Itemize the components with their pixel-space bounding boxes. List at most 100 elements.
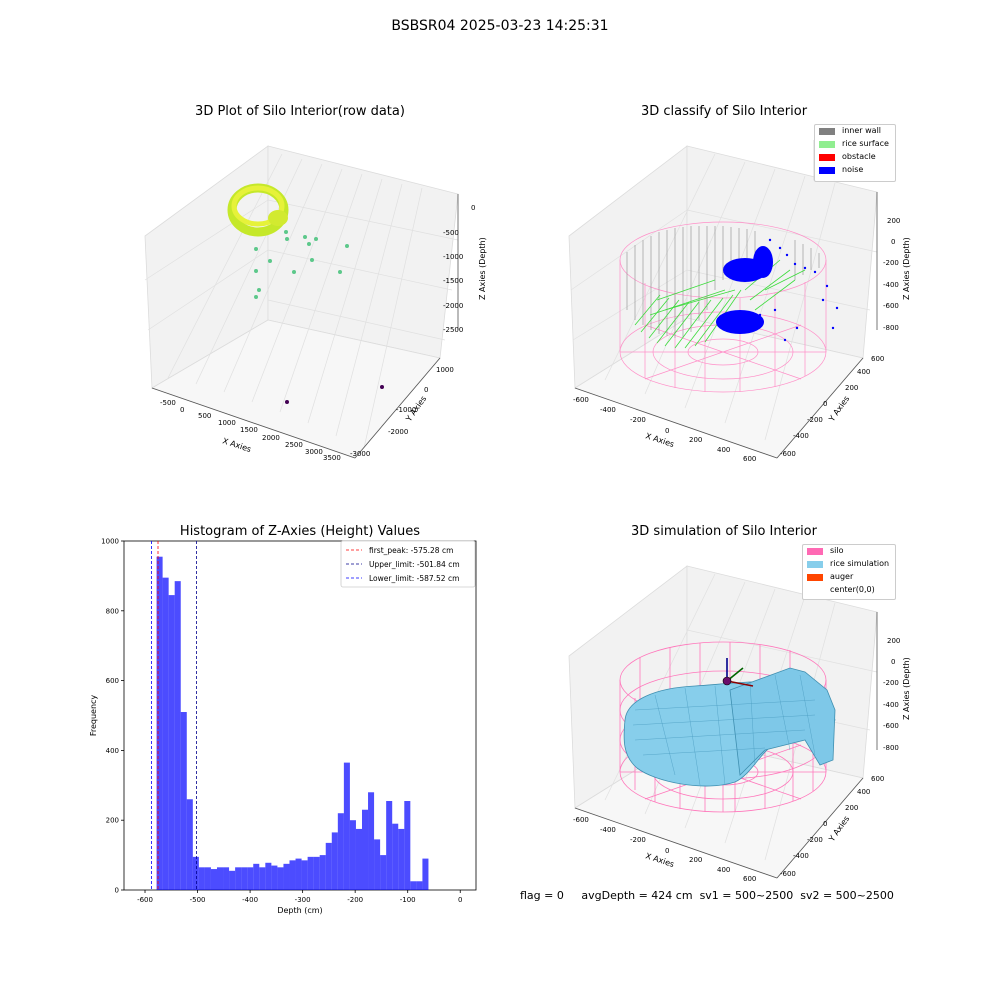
simulation-z-axis-label: Z Axies (Depth) bbox=[902, 657, 911, 720]
simulation-legend-box: silo rice simulation auger center(0,0) bbox=[802, 544, 896, 600]
histogram-bar bbox=[156, 556, 163, 890]
raw-3d-plot: -500 0 500 1000 1500 2000 2500 3000 3500… bbox=[144, 145, 487, 460]
histogram-legend-label: Lower_limit: -587.52 cm bbox=[369, 574, 459, 583]
simulation-y-tick: -400 bbox=[793, 852, 809, 860]
histogram-title: Histogram of Z-Axies (Height) Values bbox=[179, 524, 421, 539]
raw-point-cloud bbox=[227, 183, 384, 404]
histogram-bar bbox=[319, 855, 326, 890]
raw-x-tick: 500 bbox=[198, 412, 211, 420]
simulation-x-tick: -200 bbox=[630, 836, 646, 844]
classify-x-tick: 0 bbox=[665, 427, 669, 435]
histogram-reference-lines bbox=[151, 541, 197, 890]
classify-y-tick: 0 bbox=[823, 400, 827, 408]
histogram-y-tick-label: 600 bbox=[106, 677, 119, 685]
raw-x-tick: 2000 bbox=[262, 434, 280, 442]
histogram-x-tick-label: -600 bbox=[137, 896, 153, 904]
histogram-bar bbox=[301, 860, 308, 890]
histogram-bar bbox=[295, 858, 302, 890]
classify-x-tick: 600 bbox=[743, 455, 756, 463]
raw-x-tick: 0 bbox=[180, 406, 184, 414]
simulation-y-tick: -600 bbox=[780, 870, 796, 878]
histogram-bar bbox=[380, 855, 387, 890]
histogram-bar bbox=[325, 842, 332, 890]
raw-y-tick: 1000 bbox=[436, 366, 454, 374]
classify-y-tick: 400 bbox=[857, 368, 870, 376]
simulation-y-tick: 600 bbox=[871, 775, 884, 783]
legend-swatch-rice-simulation bbox=[807, 561, 823, 568]
histogram-x-tick-label: 0 bbox=[458, 896, 462, 904]
histogram-bars bbox=[156, 556, 429, 890]
raw-z-tick: -1000 bbox=[443, 253, 463, 261]
classify-3d-plot: -600 -400 -200 0 200 400 600 X Axies -60… bbox=[568, 140, 911, 463]
histogram-bar bbox=[198, 867, 205, 890]
histogram-bar bbox=[174, 581, 181, 890]
classify-x-tick: 400 bbox=[717, 446, 730, 454]
classify-z-axis-label: Z Axies (Depth) bbox=[902, 237, 911, 300]
classify-x-axis-label: X Axies bbox=[644, 431, 675, 449]
histogram-bar bbox=[265, 862, 272, 890]
histogram-bar bbox=[241, 867, 248, 890]
legend-swatch-noise bbox=[819, 167, 835, 174]
raw-x-tick: 3000 bbox=[305, 448, 323, 456]
classify-z-tick: -600 bbox=[883, 302, 899, 310]
raw-x-tick: 1000 bbox=[218, 419, 236, 427]
raw-x-tick-labels: -500 0 500 1000 1500 2000 2500 3000 3500 bbox=[160, 399, 341, 460]
classify-x-tick: -600 bbox=[573, 396, 589, 404]
legend-label-noise: noise bbox=[842, 165, 864, 174]
classify-x-tick: 200 bbox=[689, 436, 702, 444]
classify-z-tick: 0 bbox=[891, 238, 895, 246]
classify-inner-wall-points bbox=[626, 226, 820, 338]
histogram-bar bbox=[186, 799, 193, 890]
classify-x-tick: -200 bbox=[630, 416, 646, 424]
simulation-center-marker bbox=[722, 658, 754, 687]
simulation-y-tick: 400 bbox=[857, 788, 870, 796]
legend-label-rice-simulation: rice simulation bbox=[830, 559, 890, 568]
histogram-y-tick-label: 200 bbox=[106, 817, 119, 825]
simulation-z-tick: -600 bbox=[883, 722, 899, 730]
histogram-bar bbox=[283, 863, 290, 890]
simulation-y-axis-label: Y Axies bbox=[827, 814, 852, 844]
flag-text: flag = 0 bbox=[520, 889, 564, 902]
histogram-bar bbox=[168, 595, 175, 890]
simulation-x-tick: -600 bbox=[573, 816, 589, 824]
histogram-bar bbox=[271, 865, 278, 890]
legend-label-obstacle: obstacle bbox=[842, 152, 876, 161]
histogram-bar bbox=[398, 828, 405, 890]
simulation-x-tick: 200 bbox=[689, 856, 702, 864]
simulation-3d-plot: -600 -400 -200 0 200 400 600 X Axies -60… bbox=[568, 565, 911, 883]
classify-x-tick-labels: -600 -400 -200 0 200 400 600 bbox=[573, 396, 756, 463]
classify-noise-points bbox=[716, 238, 839, 342]
histogram-bar bbox=[162, 577, 169, 890]
histogram-bar bbox=[253, 863, 260, 890]
histogram-bar bbox=[259, 867, 266, 890]
legend-label-auger: auger bbox=[830, 572, 854, 581]
simulation-plot-title: 3D simulation of Silo Interior bbox=[631, 524, 817, 539]
classify-legend-box: inner wall rice surface obstacle noise bbox=[814, 124, 896, 182]
simulation-z-tick: -400 bbox=[883, 701, 899, 709]
histogram-x-axis-label: Depth (cm) bbox=[277, 906, 322, 915]
classify-z-tick: 200 bbox=[887, 217, 900, 225]
simulation-x-tick: 0 bbox=[665, 847, 669, 855]
raw-z-tick: -1500 bbox=[443, 277, 463, 285]
histogram-x-tick-label: -300 bbox=[295, 896, 311, 904]
simulation-z-tick: 200 bbox=[887, 637, 900, 645]
histogram-x-tick-label: -100 bbox=[400, 896, 416, 904]
legend-swatch-obstacle bbox=[819, 154, 835, 161]
status-footer: flag = 0 avgDepth = 424 cm sv1 = 500~250… bbox=[520, 889, 894, 902]
raw-y-tick-labels: -3000 -2000 -1000 0 1000 bbox=[350, 366, 454, 458]
histogram-bar bbox=[343, 762, 350, 890]
histogram-bar bbox=[422, 858, 429, 890]
histogram-legend: first_peak: -575.28 cm Upper_limit: -501.… bbox=[340, 540, 476, 588]
histogram-bar bbox=[204, 867, 211, 890]
simulation-z-tick: -800 bbox=[883, 744, 899, 752]
histogram-y-ticks: 0 200 400 600 800 1000 bbox=[101, 538, 124, 895]
sv1-text: sv1 = 500~2500 bbox=[699, 889, 794, 902]
simulation-y-tick-labels: -600 -400 -200 0 200 400 600 bbox=[780, 775, 884, 878]
raw-z-tick: -2000 bbox=[443, 302, 463, 310]
raw-z-axis-label: Z Axies (Depth) bbox=[478, 237, 487, 300]
simulation-x-tick-labels: -600 -400 -200 0 200 400 600 bbox=[573, 816, 756, 883]
legend-swatch-rice-surface bbox=[819, 141, 835, 148]
histogram-bar bbox=[355, 828, 362, 890]
histogram-bar bbox=[235, 867, 242, 890]
histogram-bar bbox=[404, 801, 411, 890]
